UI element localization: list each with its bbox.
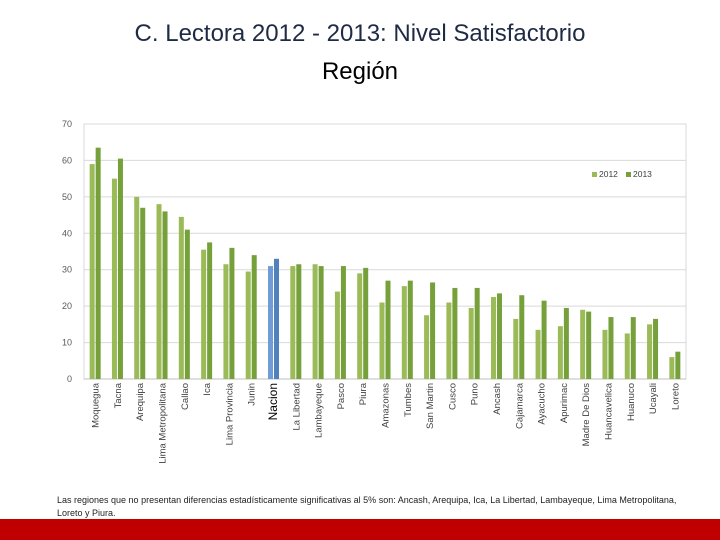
x-tick-label: Tumbes xyxy=(403,383,414,417)
bar-2012-cusco xyxy=(446,302,452,379)
x-tick-label: Pasco xyxy=(336,383,347,409)
x-tick-label: Ayacucho xyxy=(537,383,548,425)
y-tick-label: 60 xyxy=(62,155,72,165)
x-tick-label: Huancavelica xyxy=(603,382,614,440)
bar-2012-moquegua xyxy=(89,164,95,379)
bar-2013-huanuco xyxy=(630,317,636,379)
x-tick-label: Lima Provincia xyxy=(224,382,235,445)
x-tick-label: Junin xyxy=(247,383,258,406)
legend-swatch-2013 xyxy=(626,172,631,177)
bar-2013-ica xyxy=(207,242,213,379)
page-title: C. Lectora 2012 - 2013: Nivel Satisfacto… xyxy=(134,20,586,47)
bar-2012-huanuco xyxy=(624,333,630,379)
bar-2012-lima-provincia xyxy=(223,264,229,379)
legend-label-2012: 2012 xyxy=(599,169,618,179)
bar-2013-madre-de-dios xyxy=(586,311,592,379)
x-tick-label: San Martin xyxy=(425,383,436,429)
bar-2013-apurimac xyxy=(563,307,569,379)
bar-2013-tacna xyxy=(117,158,123,379)
bar-2012-ica xyxy=(201,249,207,379)
bar-2013-moquegua xyxy=(95,147,101,379)
bar-2012-ucayali xyxy=(647,324,653,379)
bar-chart: 0 10 20 30 40 50 60 70 Moquegua Tacna Arequipa Lima… xyxy=(62,119,687,464)
bar-2012-callao xyxy=(178,216,184,379)
bar-2012-madre-de-dios xyxy=(580,309,586,379)
bar-2013-arequipa xyxy=(140,207,146,379)
x-tick-label: Loreto xyxy=(670,383,681,410)
legend-swatch-2012 xyxy=(592,172,597,177)
x-tick-label: Piura xyxy=(358,382,369,405)
bar-2013-lambayeque xyxy=(318,266,324,379)
bar-2012-ancash xyxy=(490,297,496,379)
x-tick-label: Lambayeque xyxy=(314,383,325,438)
bar-2013-callao xyxy=(184,229,190,379)
y-tick-label: 30 xyxy=(62,265,72,275)
y-tick-label: 0 xyxy=(67,374,72,384)
bar-2012-piura xyxy=(357,273,363,379)
bar-2013-loreto xyxy=(675,351,681,379)
bar-2012-san-martin xyxy=(424,315,430,379)
bar-2013-ancash xyxy=(496,293,502,379)
bar-2012-ayacucho xyxy=(535,329,541,379)
bar-2013-piura xyxy=(363,267,369,379)
bar-2013-puno xyxy=(474,287,480,379)
y-tick-label: 50 xyxy=(62,192,72,202)
x-tick-label: Madre De Dios xyxy=(581,383,592,447)
bar-2013-ucayali xyxy=(653,318,659,379)
bar-2012-la-libertad xyxy=(290,266,296,379)
bar-2013-tumbes xyxy=(407,280,413,379)
bar-2012-cajamarca xyxy=(513,318,519,379)
bar-2012-arequipa xyxy=(134,196,140,379)
bar-2013-lima-metropolitana xyxy=(162,211,168,379)
plot-frame xyxy=(83,123,687,380)
bar-2013-pasco xyxy=(340,266,346,379)
bar-2013-nacion xyxy=(274,258,280,379)
bar-2013-ayacucho xyxy=(541,300,547,379)
x-tick-label: Ucayali xyxy=(648,383,659,414)
x-tick-label: Lima Metropolitana xyxy=(158,382,169,464)
x-tick-label: Amazonas xyxy=(381,383,392,428)
bar-2012-nacion xyxy=(268,266,274,379)
x-tick-label: Moquegua xyxy=(91,382,102,428)
x-tick-label: Ancash xyxy=(492,383,503,415)
bar-2012-pasco xyxy=(334,291,340,379)
page-subtitle: Región xyxy=(321,58,399,85)
x-tick-label: Tacna xyxy=(113,382,124,408)
bar-2012-huancavelica xyxy=(602,329,608,379)
legend-label-2013: 2013 xyxy=(633,169,652,179)
bar-2013-junin xyxy=(251,255,257,379)
bar-2013-amazonas xyxy=(385,280,391,379)
bar-2013-la-libertad xyxy=(296,264,302,379)
x-tick-label: Apurimac xyxy=(559,383,570,423)
bar-2012-lambayeque xyxy=(312,264,318,379)
y-tick-label: 70 xyxy=(62,119,72,129)
x-tick-label: Huanuco xyxy=(626,383,637,421)
x-tick-label: Ica xyxy=(202,382,213,395)
x-tick-label: Arequipa xyxy=(135,382,146,421)
bar-2013-san-martin xyxy=(430,282,436,379)
x-tick-label: Callao xyxy=(180,383,191,410)
y-tick-label: 10 xyxy=(62,338,72,348)
bar-2013-lima-provincia xyxy=(229,247,235,379)
x-tick-label: Nacion xyxy=(266,383,280,420)
bar-2012-tumbes xyxy=(401,286,407,379)
bar-2012-junin xyxy=(245,271,251,379)
footer-bar xyxy=(0,519,720,540)
x-tick-label: Cusco xyxy=(447,383,458,410)
bar-2012-tacna xyxy=(111,178,117,379)
x-tick-label: Cajamarca xyxy=(514,382,525,429)
bar-2012-puno xyxy=(468,307,474,379)
bar-2012-apurimac xyxy=(557,326,563,379)
bar-2013-huancavelica xyxy=(608,317,614,379)
y-tick-label: 40 xyxy=(62,228,72,238)
bar-2013-cusco xyxy=(452,287,458,379)
bar-2012-amazonas xyxy=(379,302,385,379)
bar-2013-cajamarca xyxy=(519,295,525,379)
bar-2012-loreto xyxy=(669,357,675,379)
footnote: Las regiones que no presentan diferencia… xyxy=(57,495,677,518)
x-tick-label: La Libertad xyxy=(291,383,302,431)
bar-2012-lima-metropolitana xyxy=(156,204,162,379)
x-tick-label: Puno xyxy=(470,383,481,405)
y-tick-label: 20 xyxy=(62,301,72,311)
